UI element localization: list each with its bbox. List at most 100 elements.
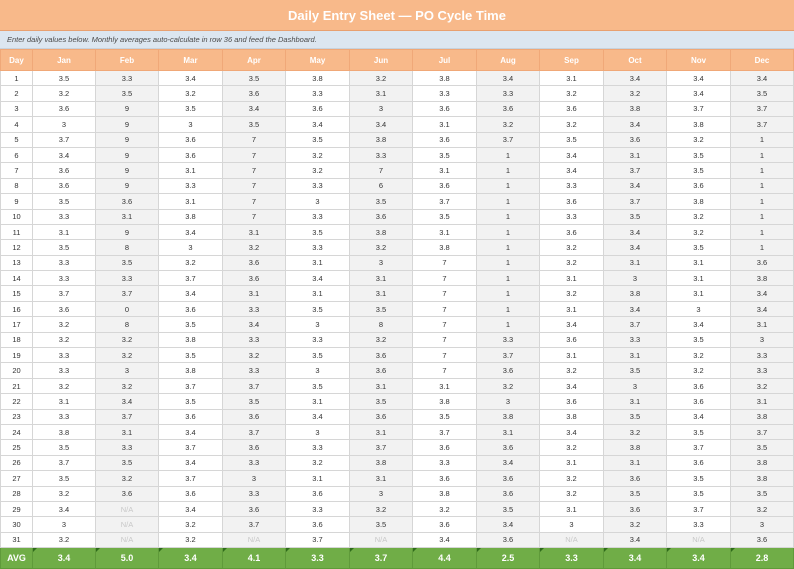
value-cell-oct[interactable]: 3.8 bbox=[603, 285, 667, 302]
value-cell-oct[interactable]: 3.5 bbox=[603, 362, 667, 379]
value-cell-may[interactable]: 3.1 bbox=[285, 393, 350, 410]
value-cell-sep[interactable]: 3.6 bbox=[539, 393, 604, 410]
value-cell-mar[interactable]: 3.6 bbox=[158, 131, 223, 148]
value-cell-oct[interactable]: 3.1 bbox=[603, 254, 667, 272]
value-cell-oct[interactable]: 3.4 bbox=[603, 69, 667, 87]
value-cell-oct[interactable]: 3.4 bbox=[603, 116, 667, 133]
value-cell-feb[interactable]: 3.5 bbox=[95, 254, 159, 272]
value-cell-apr[interactable]: 7 bbox=[222, 193, 286, 210]
value-cell-jan[interactable]: 3.8 bbox=[32, 423, 96, 441]
value-cell-apr[interactable]: 7 bbox=[222, 146, 286, 164]
value-cell-feb[interactable]: 9 bbox=[95, 146, 159, 164]
value-cell-may[interactable]: 3.8 bbox=[285, 69, 350, 87]
value-cell-jun[interactable]: 6 bbox=[349, 177, 413, 195]
value-cell-nov[interactable]: 3.3 bbox=[666, 516, 731, 533]
value-cell-jul[interactable]: 3.4 bbox=[412, 531, 477, 549]
value-cell-jul[interactable]: 3.6 bbox=[412, 131, 477, 148]
value-cell-jan[interactable]: 3.3 bbox=[32, 270, 96, 287]
value-cell-jan[interactable]: 3.2 bbox=[32, 531, 96, 549]
value-cell-jul[interactable]: 3.6 bbox=[412, 516, 477, 533]
value-cell-feb[interactable]: N/A bbox=[95, 500, 159, 518]
value-cell-oct[interactable]: 3.2 bbox=[603, 85, 667, 102]
value-cell-jan[interactable]: 3.3 bbox=[32, 347, 96, 364]
value-cell-apr[interactable]: 7 bbox=[222, 162, 286, 179]
value-cell-oct[interactable]: 3.4 bbox=[603, 239, 667, 256]
value-cell-nov[interactable]: 3.5 bbox=[666, 162, 731, 179]
value-cell-mar[interactable]: 3.4 bbox=[158, 223, 223, 241]
value-cell-apr[interactable]: 3.6 bbox=[222, 408, 286, 425]
value-cell-jun[interactable]: 3.4 bbox=[349, 116, 413, 133]
value-cell-nov[interactable]: 3.4 bbox=[666, 408, 731, 425]
value-cell-may[interactable]: 3.3 bbox=[285, 331, 350, 349]
value-cell-may[interactable]: 3.5 bbox=[285, 300, 350, 318]
value-cell-apr[interactable]: 3.6 bbox=[222, 254, 286, 272]
value-cell-feb[interactable]: 3.6 bbox=[95, 485, 159, 502]
value-cell-dec[interactable]: 3 bbox=[730, 331, 794, 349]
value-cell-dec[interactable]: 3.5 bbox=[730, 439, 794, 456]
value-cell-jul[interactable]: 3.1 bbox=[412, 116, 477, 133]
value-cell-feb[interactable]: N/A bbox=[95, 531, 159, 549]
value-cell-nov[interactable]: 3.1 bbox=[666, 285, 731, 302]
value-cell-mar[interactable]: 3 bbox=[158, 239, 223, 256]
value-cell-nov[interactable]: 3.4 bbox=[666, 316, 731, 333]
value-cell-jan[interactable]: 3.2 bbox=[32, 85, 96, 102]
value-cell-jul[interactable]: 3.3 bbox=[412, 85, 477, 102]
value-cell-apr[interactable]: 3.3 bbox=[222, 485, 286, 502]
value-cell-jan[interactable]: 3 bbox=[32, 516, 96, 533]
value-cell-aug[interactable]: 3.1 bbox=[476, 423, 540, 441]
value-cell-jul[interactable]: 3.1 bbox=[412, 377, 477, 395]
value-cell-may[interactable]: 3.5 bbox=[285, 377, 350, 395]
value-cell-jul[interactable]: 3.5 bbox=[412, 208, 477, 225]
value-cell-sep[interactable]: 3.1 bbox=[539, 454, 604, 472]
value-cell-apr[interactable]: 7 bbox=[222, 131, 286, 148]
value-cell-apr[interactable]: 3.2 bbox=[222, 347, 286, 364]
value-cell-dec[interactable]: 3.2 bbox=[730, 500, 794, 518]
value-cell-mar[interactable]: 3.6 bbox=[158, 408, 223, 425]
value-cell-mar[interactable]: 3.4 bbox=[158, 454, 223, 472]
value-cell-aug[interactable]: 3.6 bbox=[476, 485, 540, 502]
value-cell-feb[interactable]: 3 bbox=[95, 362, 159, 379]
value-cell-jul[interactable]: 3.5 bbox=[412, 146, 477, 164]
value-cell-may[interactable]: 3.4 bbox=[285, 408, 350, 425]
value-cell-aug[interactable]: 3.3 bbox=[476, 85, 540, 102]
value-cell-feb[interactable]: 3.3 bbox=[95, 69, 159, 87]
value-cell-aug[interactable]: 3.4 bbox=[476, 454, 540, 472]
value-cell-mar[interactable]: 3.2 bbox=[158, 85, 223, 102]
value-cell-sep[interactable]: 3.4 bbox=[539, 377, 604, 395]
value-cell-jun[interactable]: 3.6 bbox=[349, 208, 413, 225]
value-cell-jan[interactable]: 3.5 bbox=[32, 69, 96, 87]
value-cell-dec[interactable]: 3.2 bbox=[730, 377, 794, 395]
value-cell-jan[interactable]: 3.3 bbox=[32, 254, 96, 272]
value-cell-sep[interactable]: 3.4 bbox=[539, 316, 604, 333]
value-cell-jun[interactable]: 3.1 bbox=[349, 285, 413, 302]
value-cell-jan[interactable]: 3.4 bbox=[32, 500, 96, 518]
value-cell-apr[interactable]: 3.3 bbox=[222, 331, 286, 349]
value-cell-sep[interactable]: 3.2 bbox=[539, 116, 604, 133]
value-cell-aug[interactable]: 3.3 bbox=[476, 331, 540, 349]
value-cell-sep[interactable]: 3.1 bbox=[539, 69, 604, 87]
value-cell-aug[interactable]: 3.2 bbox=[476, 377, 540, 395]
value-cell-dec[interactable]: 3.4 bbox=[730, 300, 794, 318]
value-cell-jul[interactable]: 7 bbox=[412, 331, 477, 349]
value-cell-feb[interactable]: 3.5 bbox=[95, 454, 159, 472]
value-cell-may[interactable]: 3.3 bbox=[285, 85, 350, 102]
value-cell-nov[interactable]: 3.5 bbox=[666, 146, 731, 164]
value-cell-sep[interactable]: 3.2 bbox=[539, 362, 604, 379]
value-cell-aug[interactable]: 1 bbox=[476, 177, 540, 195]
value-cell-feb[interactable]: 3.7 bbox=[95, 285, 159, 302]
value-cell-aug[interactable]: 1 bbox=[476, 239, 540, 256]
value-cell-mar[interactable]: 3.4 bbox=[158, 423, 223, 441]
value-cell-mar[interactable]: 3.1 bbox=[158, 193, 223, 210]
value-cell-jun[interactable]: 3.1 bbox=[349, 423, 413, 441]
value-cell-sep[interactable]: 3.6 bbox=[539, 223, 604, 241]
value-cell-nov[interactable]: 3.2 bbox=[666, 347, 731, 364]
value-cell-apr[interactable]: 3.6 bbox=[222, 85, 286, 102]
value-cell-mar[interactable]: 3.8 bbox=[158, 331, 223, 349]
value-cell-aug[interactable]: 1 bbox=[476, 316, 540, 333]
value-cell-sep[interactable]: N/A bbox=[539, 531, 604, 549]
value-cell-nov[interactable]: 3.7 bbox=[666, 439, 731, 456]
value-cell-nov[interactable]: 3.2 bbox=[666, 362, 731, 379]
value-cell-oct[interactable]: 3.3 bbox=[603, 331, 667, 349]
value-cell-jun[interactable]: 3.8 bbox=[349, 223, 413, 241]
value-cell-aug[interactable]: 3.7 bbox=[476, 131, 540, 148]
